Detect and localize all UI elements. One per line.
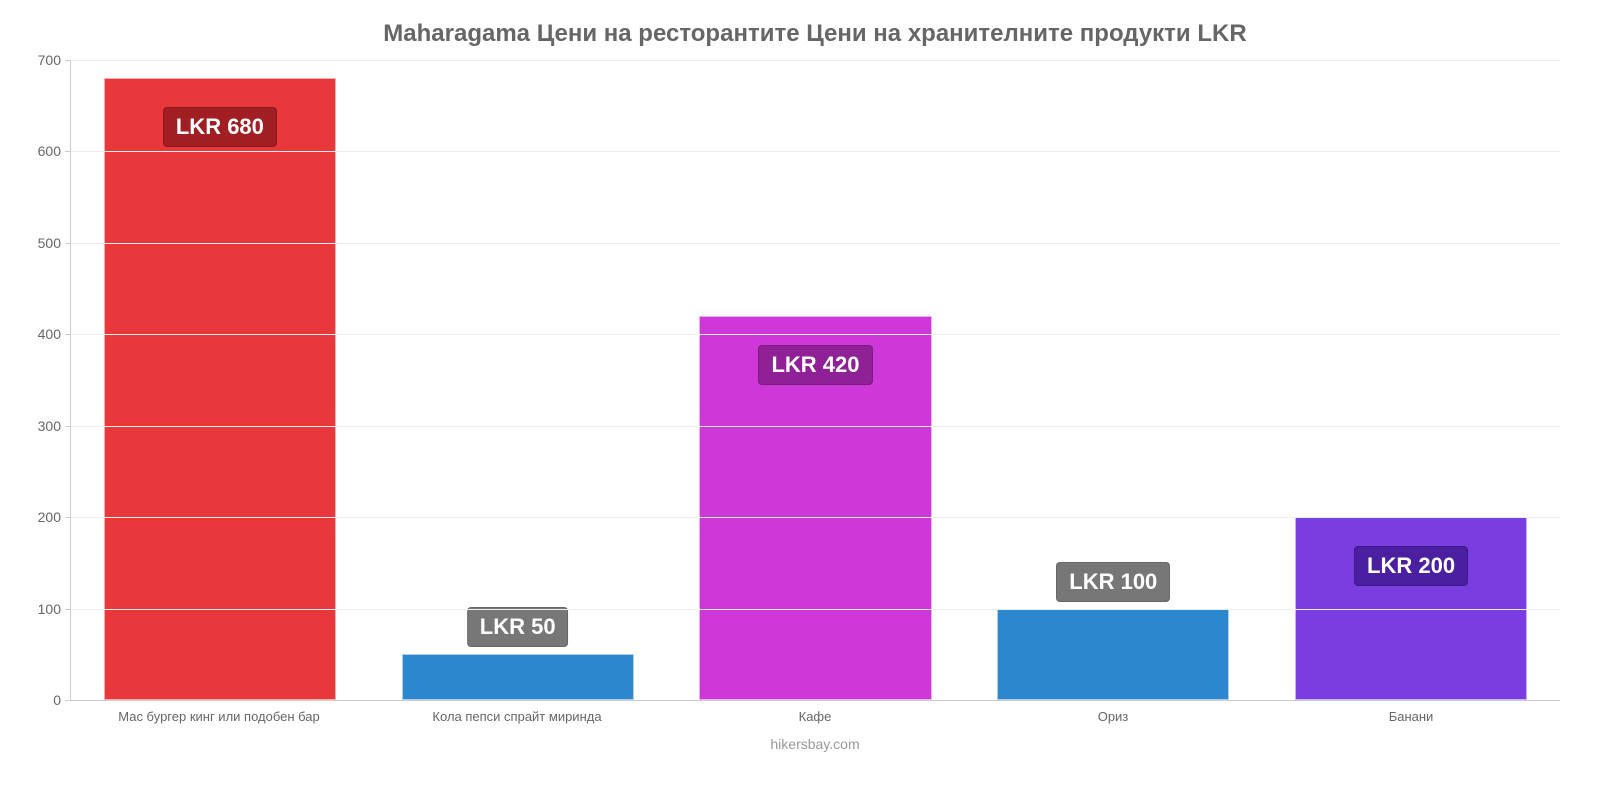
grid-line — [71, 609, 1560, 610]
data-label: LKR 420 — [758, 345, 872, 385]
bar-slot: LKR 680 — [71, 60, 369, 700]
grid-line — [71, 426, 1560, 427]
bar-slot: LKR 200 — [1262, 60, 1560, 700]
grid-line — [71, 517, 1560, 518]
bar: LKR 680 — [104, 78, 336, 700]
data-label: LKR 100 — [1056, 562, 1170, 602]
footer-credit: hikersbay.com — [70, 736, 1560, 752]
data-label: LKR 680 — [163, 107, 277, 147]
grid-line — [71, 243, 1560, 244]
y-tick-label: 200 — [21, 509, 71, 525]
x-axis: Мас бургер кинг или подобен барКола пепс… — [70, 700, 1560, 724]
data-label: LKR 200 — [1354, 546, 1468, 586]
bar: LKR 50 — [402, 654, 634, 700]
y-tick-label: 600 — [21, 143, 71, 159]
data-label: LKR 50 — [467, 607, 569, 647]
y-tick-label: 300 — [21, 418, 71, 434]
x-label: Кола пепси спрайт миринда — [368, 701, 666, 724]
y-tick-label: 700 — [21, 52, 71, 68]
grid-line — [71, 60, 1560, 61]
x-label: Ориз — [964, 701, 1262, 724]
grid-line — [71, 151, 1560, 152]
y-tick-label: 400 — [21, 326, 71, 342]
bars-row: LKR 680 LKR 50 LKR 420 LKR 100 LKR 200 — [71, 60, 1560, 700]
x-label: Банани — [1262, 701, 1560, 724]
x-label: Мас бургер кинг или подобен бар — [70, 701, 368, 724]
y-tick-label: 500 — [21, 235, 71, 251]
bar: LKR 100 — [997, 609, 1229, 700]
x-label: Кафе — [666, 701, 964, 724]
bar-slot: LKR 420 — [667, 60, 965, 700]
plot-area: LKR 680LKR 50LKR 420LKR 100LKR 200 01002… — [70, 60, 1560, 700]
y-tick-label: 100 — [21, 601, 71, 617]
y-tick-label: 0 — [21, 692, 71, 708]
bar: LKR 420 — [699, 316, 931, 700]
chart-title: Maharagama Цени на ресторантите Цени на … — [70, 20, 1560, 48]
bar-slot: LKR 100 — [964, 60, 1262, 700]
bar-slot: LKR 50 — [369, 60, 667, 700]
chart-container: Maharagama Цени на ресторантите Цени на … — [0, 0, 1600, 800]
grid-line — [71, 334, 1560, 335]
